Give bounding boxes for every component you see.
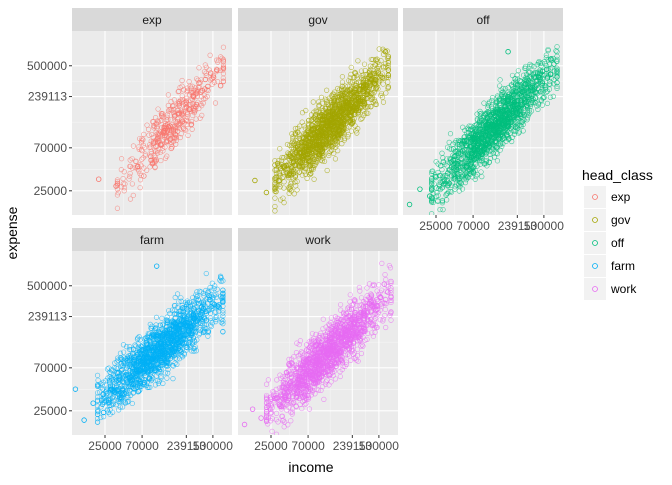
facet-strip-label: gov <box>308 13 327 27</box>
x-tick-label: 25000 <box>419 219 453 233</box>
x-tick-label: 500000 <box>524 219 564 233</box>
y-tick-label: 70000 <box>34 141 68 155</box>
facet-strip-label: exp <box>142 13 162 27</box>
facet-panel-gov: gov <box>238 8 398 215</box>
y-tick-label: 500000 <box>27 59 67 73</box>
y-tick-label: 239113 <box>28 90 67 104</box>
y-tick-label: 25000 <box>34 184 68 198</box>
x-tick-label: 70000 <box>456 219 490 233</box>
panel-background <box>72 31 232 215</box>
facet-strip-label: off <box>476 13 490 27</box>
facet-strip-label: farm <box>140 233 164 247</box>
facet-panel-exp: exp 25000 70000 239113 500000 <box>27 8 232 215</box>
